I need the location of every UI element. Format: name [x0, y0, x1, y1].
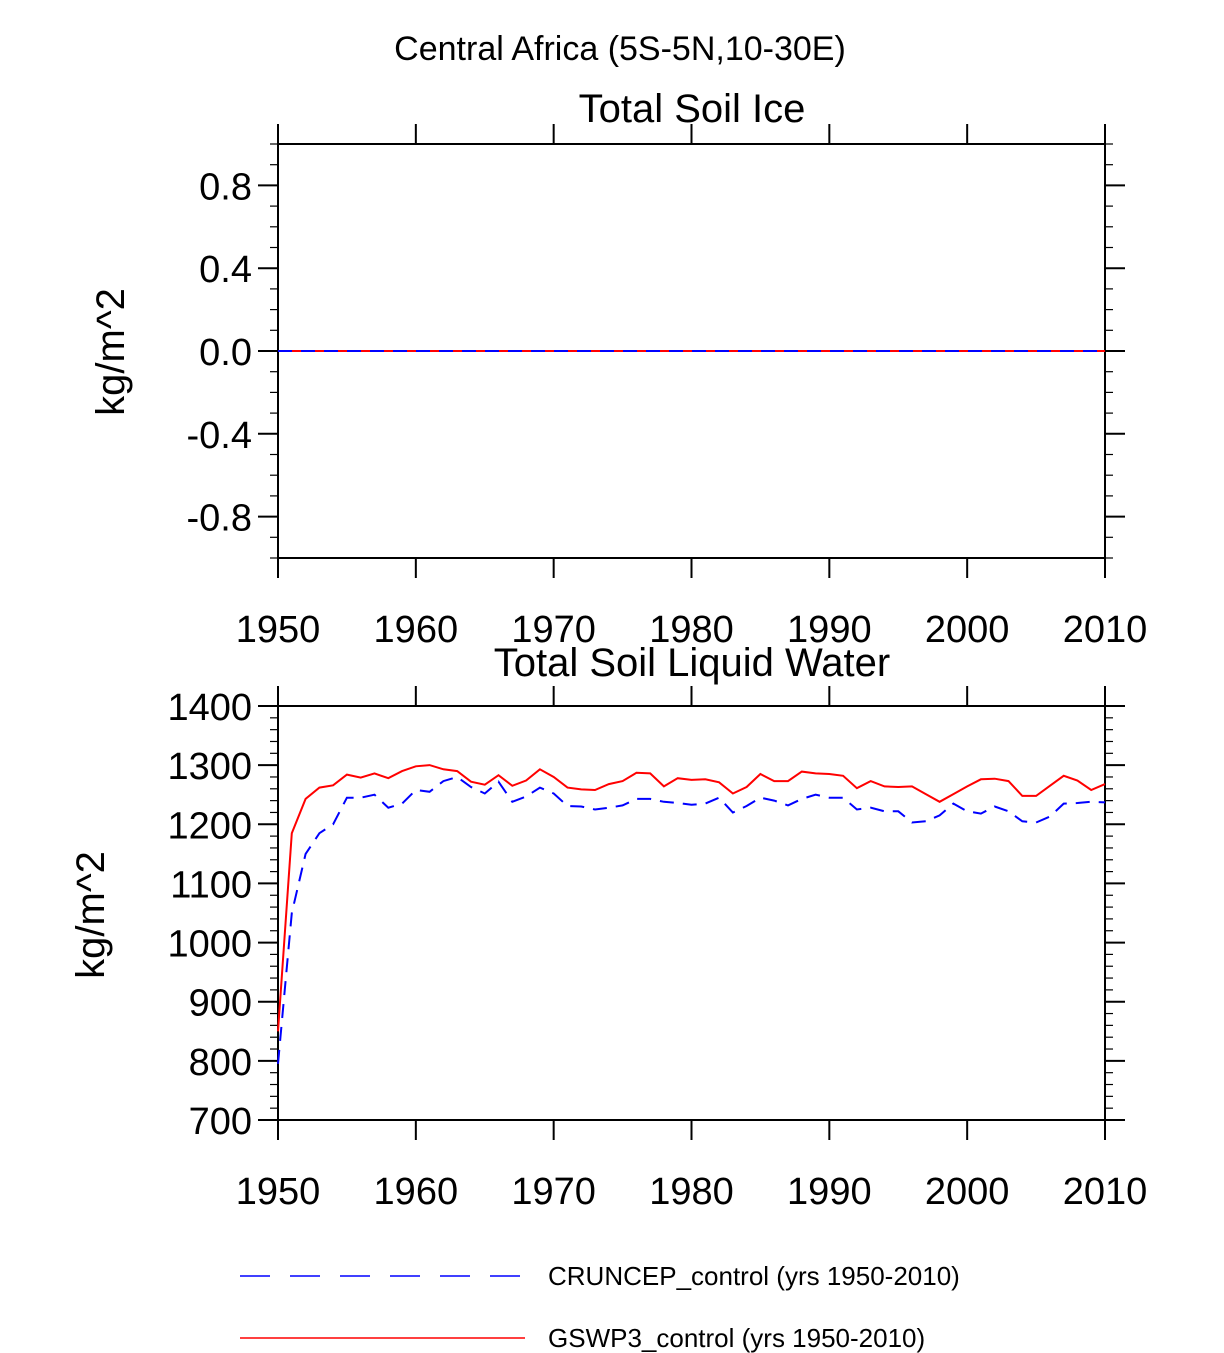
- legend-label-gswp3: GSWP3_control (yrs 1950-2010): [548, 1323, 925, 1353]
- x-tick-label: 1970: [511, 609, 596, 651]
- y-tick-label: -0.4: [187, 415, 252, 457]
- x-tick-label: 1960: [374, 609, 459, 651]
- series-line-cruncep: [277, 775, 1106, 1064]
- y-tick-label: 1100: [170, 864, 252, 906]
- y-tick-label: 1200: [167, 805, 252, 847]
- y-tick-label: 800: [189, 1042, 252, 1084]
- x-tick-label: 1990: [787, 1171, 872, 1213]
- panel-title-soil-liquid-water: Total Soil Liquid Water: [494, 641, 890, 685]
- y-tick-label: -0.8: [187, 498, 252, 540]
- y-tick-label: 1300: [167, 746, 252, 788]
- y-tick-label: 1000: [167, 924, 252, 966]
- x-tick-label: 1970: [511, 1171, 596, 1213]
- panel-total-soil-liquid-water: Total Soil Liquid Water kg/m^2 700 800 900…: [69, 641, 1147, 1213]
- x-tick-label: 1950: [236, 1171, 321, 1213]
- panel-total-soil-ice: Total Soil Ice kg/m^2 -0.8 -0.4 0.0 0.4 0.8 1…: [89, 87, 1147, 651]
- x-tick-label: 2000: [925, 609, 1010, 651]
- x-tick-label: 1960: [374, 1171, 459, 1213]
- legend: CRUNCEP_control (yrs 1950-2010) GSWP3_co…: [240, 1261, 960, 1353]
- x-tick-label: 1990: [787, 609, 872, 651]
- y-axis-label-soil-liquid-water: kg/m^2: [69, 851, 113, 979]
- plot-frame: [277, 705, 1106, 1121]
- panel-title-soil-ice: Total Soil Ice: [579, 87, 806, 131]
- x-tick-label: 2010: [1063, 1171, 1148, 1213]
- y-tick-label: 0.4: [199, 249, 252, 291]
- x-tick-label: 2000: [925, 1171, 1010, 1213]
- x-tick-label: 2010: [1063, 609, 1148, 651]
- y-axis-label-soil-ice: kg/m^2: [89, 288, 133, 416]
- y-tick-label: 0.0: [199, 332, 252, 374]
- x-tick-label: 1980: [649, 609, 734, 651]
- y-tick-label: 1400: [167, 687, 252, 729]
- figure-title: Central Africa (5S-5N,10-30E): [394, 30, 846, 68]
- y-tick-label: 700: [189, 1101, 252, 1143]
- legend-label-cruncep: CRUNCEP_control (yrs 1950-2010): [548, 1261, 960, 1291]
- x-tick-label: 1950: [236, 609, 321, 651]
- y-tick-label: 0.8: [199, 166, 252, 208]
- y-tick-label: 900: [189, 983, 252, 1025]
- x-tick-label: 1980: [649, 1171, 734, 1213]
- series-line-gswp3: [277, 764, 1106, 1032]
